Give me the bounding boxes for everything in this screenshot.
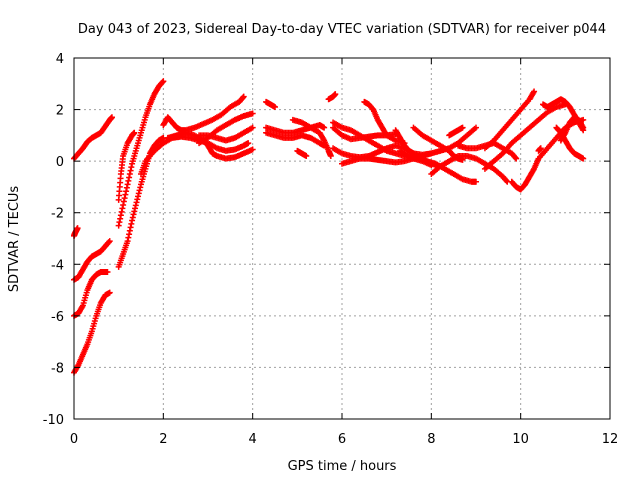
x-tick-label: 12 (602, 432, 619, 447)
x-tick-labels: 0 2 4 6 8 10 12 (70, 432, 618, 447)
data-point (303, 152, 310, 159)
data-points (71, 78, 587, 376)
data-point (531, 88, 538, 95)
data-point (580, 155, 587, 162)
data-point (104, 269, 111, 276)
series-arc-af (481, 101, 569, 172)
data-point (74, 225, 81, 232)
x-tick-label: 0 (70, 432, 78, 447)
y-tick-label: 0 (56, 155, 64, 170)
x-tick-label: 6 (338, 432, 346, 447)
x-axis-label: GPS time / hours (288, 459, 397, 474)
data-point (327, 152, 334, 159)
series-arc-a (71, 114, 115, 162)
data-point (580, 124, 587, 131)
series-arc-aj (557, 114, 587, 144)
y-tick-label: -4 (51, 258, 64, 273)
x-tick-label: 10 (512, 432, 529, 447)
series-arc-q (289, 116, 334, 159)
series-arc-n (263, 98, 278, 110)
series-arc-s (325, 91, 339, 103)
chart-title: Day 043 of 2023, Sidereal Day-to-day VTE… (78, 22, 606, 37)
data-point (473, 124, 479, 131)
data-point (321, 124, 328, 131)
series-arc-r (294, 147, 310, 159)
data-point (160, 78, 167, 85)
series-arc-ak (535, 145, 544, 154)
data-point (106, 289, 113, 296)
series-arc-h (115, 129, 138, 203)
data-point (131, 129, 138, 136)
series-arc-j (160, 93, 247, 134)
data-point (459, 124, 466, 131)
x-tick-label: 2 (159, 432, 167, 447)
axis-ticks (73, 57, 611, 420)
y-tick-label: -2 (51, 207, 64, 222)
y-tick-label: -10 (43, 413, 64, 428)
series-arc-ad (446, 124, 466, 139)
data-point (240, 93, 247, 100)
data-point (537, 145, 544, 152)
series-arc-c (71, 238, 113, 283)
series-arc-e (71, 289, 113, 376)
y-tick-label: -8 (51, 361, 64, 376)
data-point (249, 110, 256, 117)
data-point (513, 155, 520, 162)
series-arc-m (196, 124, 256, 144)
data-point (249, 124, 256, 131)
y-tick-label: 2 (56, 104, 64, 119)
data-point (332, 91, 339, 98)
y-tick-labels: -10 -8 -6 -4 -2 0 2 4 (43, 52, 64, 428)
series-arc-d (71, 269, 111, 319)
data-point (249, 146, 256, 153)
y-tick-label: 4 (56, 52, 64, 67)
y-tick-label: -6 (51, 310, 64, 325)
series-arc-g (115, 78, 167, 229)
data-point (245, 140, 252, 147)
data-point (272, 103, 278, 110)
x-tick-label: 4 (249, 432, 257, 447)
series-arc-y (392, 124, 479, 158)
series-arc-x (361, 98, 408, 147)
series-arc-p (263, 129, 328, 149)
series-arc-ae (481, 88, 538, 152)
y-axis-label: SDTVAR / TECUs (7, 186, 22, 293)
data-point (473, 178, 479, 185)
x-tick-label: 8 (427, 432, 435, 447)
data-point (106, 238, 113, 245)
data-point (108, 114, 115, 121)
